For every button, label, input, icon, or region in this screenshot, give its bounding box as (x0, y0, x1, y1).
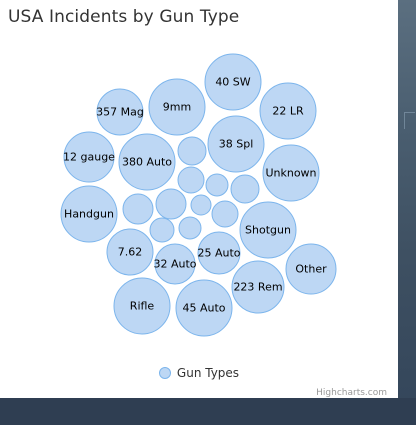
bubble-label: Shotgun (245, 224, 291, 237)
bubble-label: 25 Auto (197, 247, 240, 260)
bubble-label: 357 Mag (96, 106, 144, 119)
bubble-label: 32 Auto (153, 258, 196, 271)
bubble-plot: 40 SW 9mm 357 Mag 22 LR 38 Spl 12 gauge 380 Au… (0, 0, 398, 398)
bubble-10[interactable] (206, 174, 228, 196)
bubble-label: Rifle (130, 300, 155, 313)
legend[interactable]: Gun Types (0, 366, 398, 380)
credits-link[interactable]: Highcharts.com (316, 388, 387, 398)
bubble-14[interactable] (156, 189, 186, 219)
bubble-label: Unknown (265, 167, 316, 180)
bubble-label: 7.62 (118, 246, 143, 259)
bubble-13[interactable] (123, 194, 153, 224)
legend-item-label[interactable]: Gun Types (177, 366, 239, 380)
bubble-11[interactable] (231, 175, 259, 203)
bubble-label: 40 SW (215, 76, 250, 89)
bubble-label: 22 LR (272, 105, 304, 118)
bubble-label: 12 gauge (63, 151, 115, 164)
bubble-9[interactable] (178, 167, 204, 193)
background-footer (0, 398, 416, 425)
bubble-8[interactable] (178, 137, 206, 165)
bubble-19[interactable] (179, 217, 201, 239)
bubble-label: 45 Auto (182, 302, 225, 315)
bubble-16[interactable] (212, 201, 238, 227)
chart-container: USA Incidents by Gun Type 40 SW 9mm 357 Ma… (0, 0, 398, 398)
bubble-label: 9mm (163, 101, 191, 114)
bubble-label: Handgun (64, 208, 114, 221)
bubble-label: 223 Rem (233, 281, 282, 294)
bubble-label: Other (295, 263, 327, 276)
legend-symbol-icon (159, 367, 171, 379)
bubble-label: 38 Spl (219, 138, 254, 151)
map-marker-icon (404, 112, 415, 129)
background-map (398, 0, 416, 425)
bubble-label: 380 Auto (122, 156, 172, 169)
bubble-15[interactable] (191, 195, 211, 215)
bubble-18[interactable] (150, 218, 174, 242)
